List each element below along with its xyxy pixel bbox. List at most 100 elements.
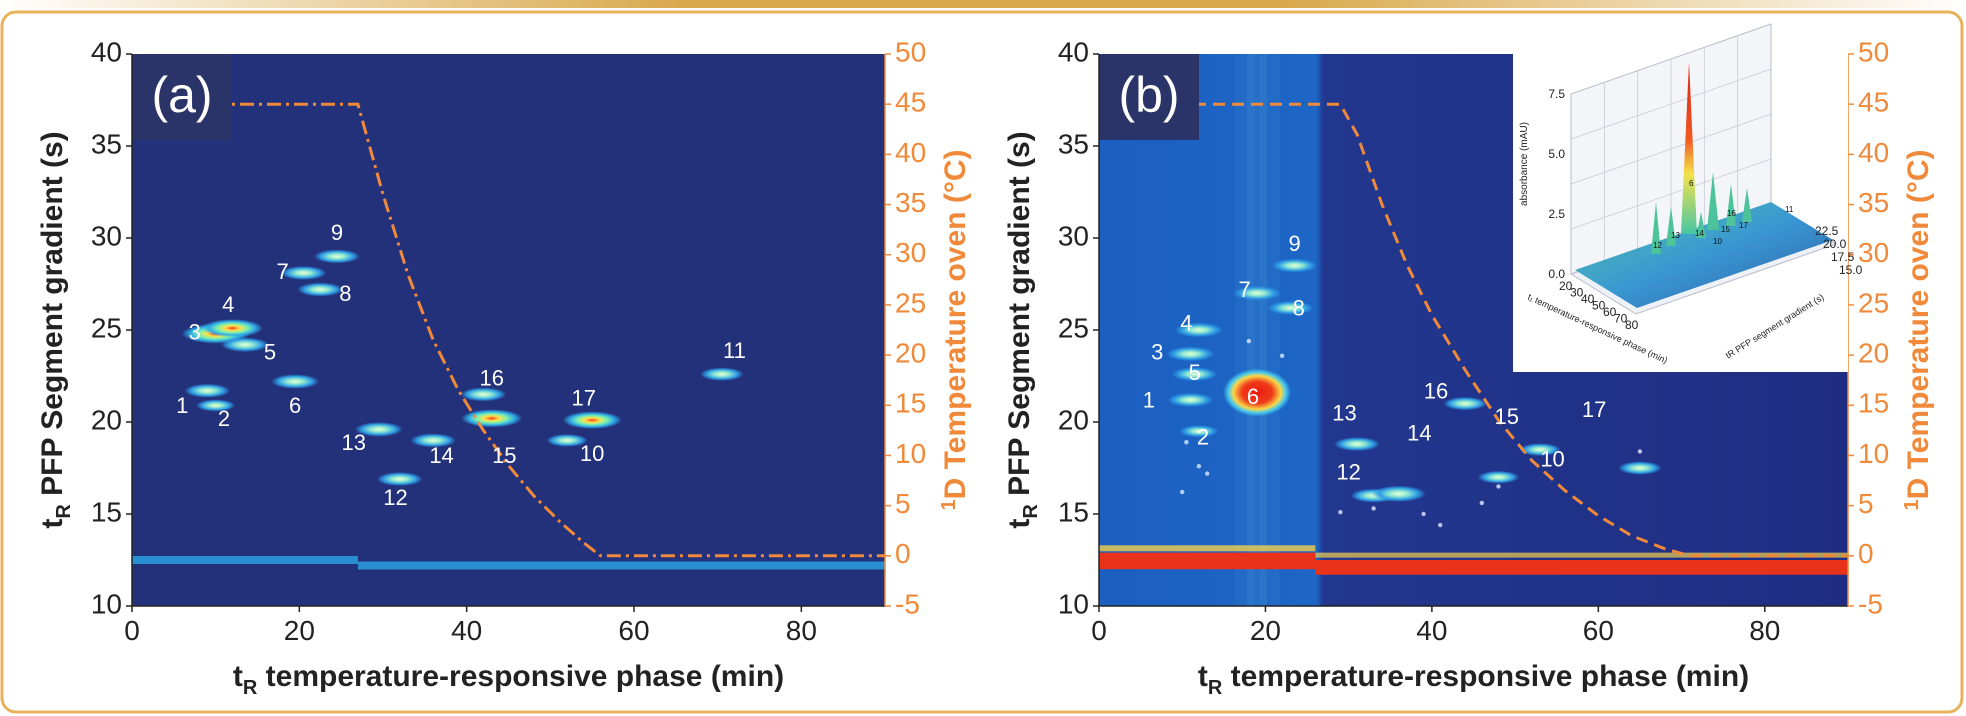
inset-spike-3 (1707, 172, 1719, 230)
streak-0 (1234, 54, 1255, 606)
inset-grid-h-1 (1570, 158, 1772, 230)
temperature-profile-line (132, 102, 885, 558)
inset-xtick-6: 80 (1625, 318, 1639, 332)
panel-tag-bg (1099, 54, 1199, 140)
y2-axis-label-sup: 1 (938, 499, 960, 510)
inset-xtick-3: 50 (1592, 299, 1606, 313)
xtick-label-80: 80 (786, 615, 817, 646)
y2tick-label-25: 25 (1858, 287, 1889, 318)
y2tick-label-20: 20 (1858, 337, 1889, 368)
peak-17 (562, 411, 622, 429)
xtick-label-40: 40 (451, 615, 482, 646)
y2tick-label-0: 0 (895, 538, 911, 569)
peak-label-13: 13 (1332, 400, 1356, 425)
peak-2 (1179, 425, 1219, 438)
x-axis-label-rest: temperature-responsive phase (min) (1222, 660, 1749, 693)
streak-1 (1247, 54, 1268, 606)
peak-label-8: 8 (1293, 296, 1305, 321)
peak-7 (1233, 285, 1282, 301)
inset-ztick-2: 5.0 (1548, 147, 1565, 161)
inset-spike-1 (1651, 202, 1661, 254)
y2-axis-label-rest: D Temperature oven (°C) (939, 150, 972, 500)
peak-label-14: 14 (429, 443, 453, 468)
top-accent-bar (0, 0, 1966, 8)
inset-ytick-1: 17.5 (1831, 250, 1855, 264)
y2tick-label--5: -5 (1858, 588, 1883, 619)
peak-label-8: 8 (339, 281, 351, 306)
baseline-glow-right (1315, 552, 1848, 558)
panel-b: 12345678910121314151617(b)10152025303540… (1003, 23, 1935, 699)
y-axis-label-sub: R (53, 504, 75, 519)
speck-11 (1279, 353, 1285, 358)
peak-label-1: 1 (176, 393, 188, 418)
y2tick-label-40: 40 (895, 137, 926, 168)
inset-spike-4 (1726, 184, 1736, 226)
peak-label-12: 12 (1336, 459, 1360, 484)
peak-13 (1333, 437, 1380, 452)
inset-3d: 0.0 2.5 5.0 7.5 absorbance (mAU) 203040506070… (1513, 23, 1863, 372)
inset-ztick-3: 7.5 (1548, 87, 1565, 101)
speck-0 (1180, 489, 1185, 495)
speck-3 (1338, 509, 1343, 515)
xtick-label-0: 0 (124, 615, 140, 646)
peak-label-1: 1 (1143, 388, 1155, 413)
xtick-label-20: 20 (284, 615, 315, 646)
peak-7 (280, 265, 327, 280)
baseline-band-1 (357, 561, 885, 570)
inset-spike-2 (1666, 206, 1676, 246)
xtick-label-40: 40 (1416, 615, 1447, 646)
inset-xtick-0: 20 (1559, 279, 1573, 293)
peak-8 (1267, 300, 1314, 315)
peak-1 (1167, 392, 1214, 407)
peak-14 (410, 433, 457, 448)
y2tick-label-0: 0 (1858, 538, 1874, 569)
ytick-label-15: 15 (91, 496, 122, 527)
peak-5 (220, 337, 270, 353)
y2tick-label-5: 5 (895, 488, 911, 519)
inset-peak-label-13: 13 (1671, 231, 1680, 240)
ytick-label-40: 40 (1058, 36, 1089, 67)
y2-axis-label-sup: 1 (1901, 499, 1923, 510)
inset-peak-label-11: 11 (1785, 205, 1794, 214)
inset-xtick-4: 60 (1603, 305, 1617, 319)
ytick-label-30: 30 (91, 220, 122, 251)
y2tick-label-25: 25 (895, 287, 926, 318)
panel-tag: (b) (1118, 67, 1179, 123)
temperature-profile-line (1099, 102, 1848, 558)
peak-label-11: 11 (723, 338, 746, 363)
peak-label-2: 2 (1197, 424, 1209, 449)
y2tick-label--5: -5 (895, 588, 920, 619)
inset-spike-6 (1696, 212, 1706, 238)
peak-label-16: 16 (1424, 378, 1448, 403)
peak-label-3: 3 (1151, 340, 1163, 365)
ytick-label-25: 25 (1058, 312, 1089, 343)
inset-ztick-1: 2.5 (1548, 207, 1565, 221)
peak-label-14: 14 (1407, 421, 1431, 446)
y2tick-label-20: 20 (895, 337, 926, 368)
ytick-label-10: 10 (1058, 588, 1089, 619)
inset-peak-label-12: 12 (1653, 241, 1662, 250)
baseline-band-left (1099, 552, 1316, 570)
peak-label-15: 15 (1495, 404, 1519, 429)
peak-label-6: 6 (1247, 384, 1259, 409)
ytick-label-30: 30 (1058, 220, 1089, 251)
peak-15 (1477, 470, 1520, 484)
ytick-label-40: 40 (91, 36, 122, 67)
x-axis-label-sub: R (1208, 677, 1223, 699)
peak-16 (1443, 396, 1488, 411)
baseline-glow-left (1099, 545, 1316, 552)
panel-tag: (a) (151, 67, 212, 123)
peak-label-9: 9 (331, 220, 343, 245)
speck-12 (1184, 440, 1189, 445)
y-axis-label-t: t (36, 519, 69, 529)
peak-5 (1171, 367, 1218, 382)
peak-label-7: 7 (276, 259, 288, 284)
ytick-label-25: 25 (91, 312, 122, 343)
y2tick-label-40: 40 (1858, 137, 1889, 168)
x-axis-label-sub: R (243, 677, 258, 699)
peak-label-10: 10 (580, 441, 604, 466)
x-axis-label-rest: temperature-responsive phase (min) (257, 660, 784, 693)
peak-4 (1174, 322, 1223, 338)
